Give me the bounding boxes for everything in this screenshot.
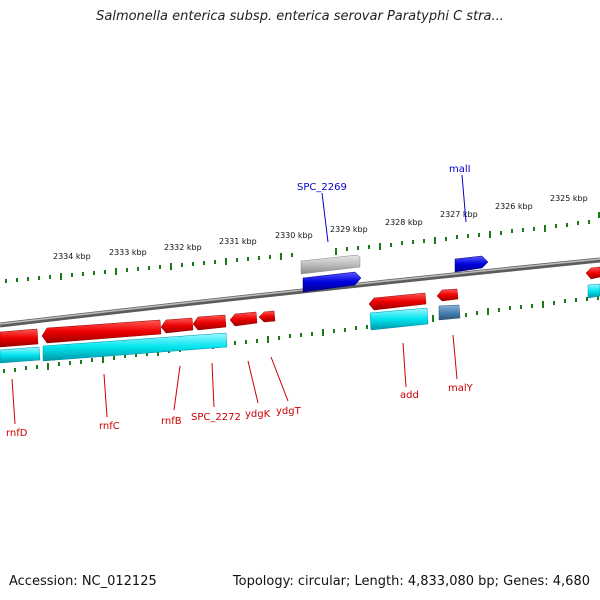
gene-feature-rnfd[interactable] <box>0 328 39 348</box>
gene-label-maly[interactable]: malY <box>448 383 474 394</box>
map-title: Salmonella enterica subsp. enterica sero… <box>96 9 504 24</box>
gene-label-add[interactable]: add <box>400 390 419 401</box>
gene-feature-maly[interactable] <box>436 288 459 302</box>
kbp-label: 2330 kbp <box>275 231 313 240</box>
reverse-label-leaders <box>11 334 458 425</box>
gene-feature-spc2272[interactable] <box>192 314 227 331</box>
topology-text: Topology: circular; Length: 4,833,080 bp… <box>232 574 590 589</box>
gene-label-spc2272[interactable]: SPC_2272 <box>191 412 241 423</box>
kbp-label: 2331 kbp <box>219 237 257 246</box>
kbp-label: 2334 kbp <box>53 252 91 261</box>
cds-feature-right-edge[interactable] <box>587 283 600 299</box>
kbp-label: 2333 kbp <box>109 248 147 257</box>
gene-label-ydgt[interactable]: ydgT <box>276 406 302 417</box>
backbone-ring <box>0 257 600 328</box>
cds-feature-rnfd[interactable] <box>0 346 41 364</box>
upper-tick-track <box>5 212 600 283</box>
cds-feature-rnfc-to-spc2272[interactable] <box>42 332 228 362</box>
gene-label-ydgk[interactable]: ydgK <box>245 409 271 420</box>
gene-label-rnfb[interactable]: rnfB <box>161 416 182 427</box>
gene-feature-rnfb[interactable] <box>160 317 194 334</box>
gene-feature-ydgk[interactable] <box>229 311 258 327</box>
kbp-label: 2328 kbp <box>385 218 423 227</box>
gene-label-rnfc[interactable]: rnfC <box>99 421 120 432</box>
gene-label-rnfd[interactable]: rnfD <box>6 428 28 439</box>
label-leader-spc2269 <box>321 192 329 243</box>
gene-feature-mali[interactable] <box>454 255 489 273</box>
gene-feature-right-edge[interactable] <box>585 266 600 280</box>
cds-feature-add[interactable] <box>369 307 429 331</box>
kbp-label: 2329 kbp <box>330 225 368 234</box>
gene-label-mali[interactable]: malI <box>449 164 471 175</box>
gene-feature-rnfc[interactable] <box>41 319 162 344</box>
gene-feature-spc2269[interactable] <box>302 271 362 293</box>
accession-text: Accession: NC_012125 <box>9 574 157 589</box>
gene-label-spc2269[interactable]: SPC_2269 <box>297 182 347 193</box>
kbp-label: 2327 kbp <box>440 210 478 219</box>
kbp-label: 2326 kbp <box>495 202 533 211</box>
backbone-highlight <box>0 258 600 325</box>
kbp-label: 2325 kbp <box>550 194 588 203</box>
cds-feature-maly[interactable] <box>438 304 461 321</box>
gene-feature-spc2269-pseudo[interactable] <box>300 254 361 275</box>
gene-feature-add[interactable] <box>368 292 427 311</box>
gene-feature-ydgt[interactable] <box>258 310 276 323</box>
kbp-label: 2332 kbp <box>164 243 202 252</box>
label-leader-mali <box>461 174 467 223</box>
